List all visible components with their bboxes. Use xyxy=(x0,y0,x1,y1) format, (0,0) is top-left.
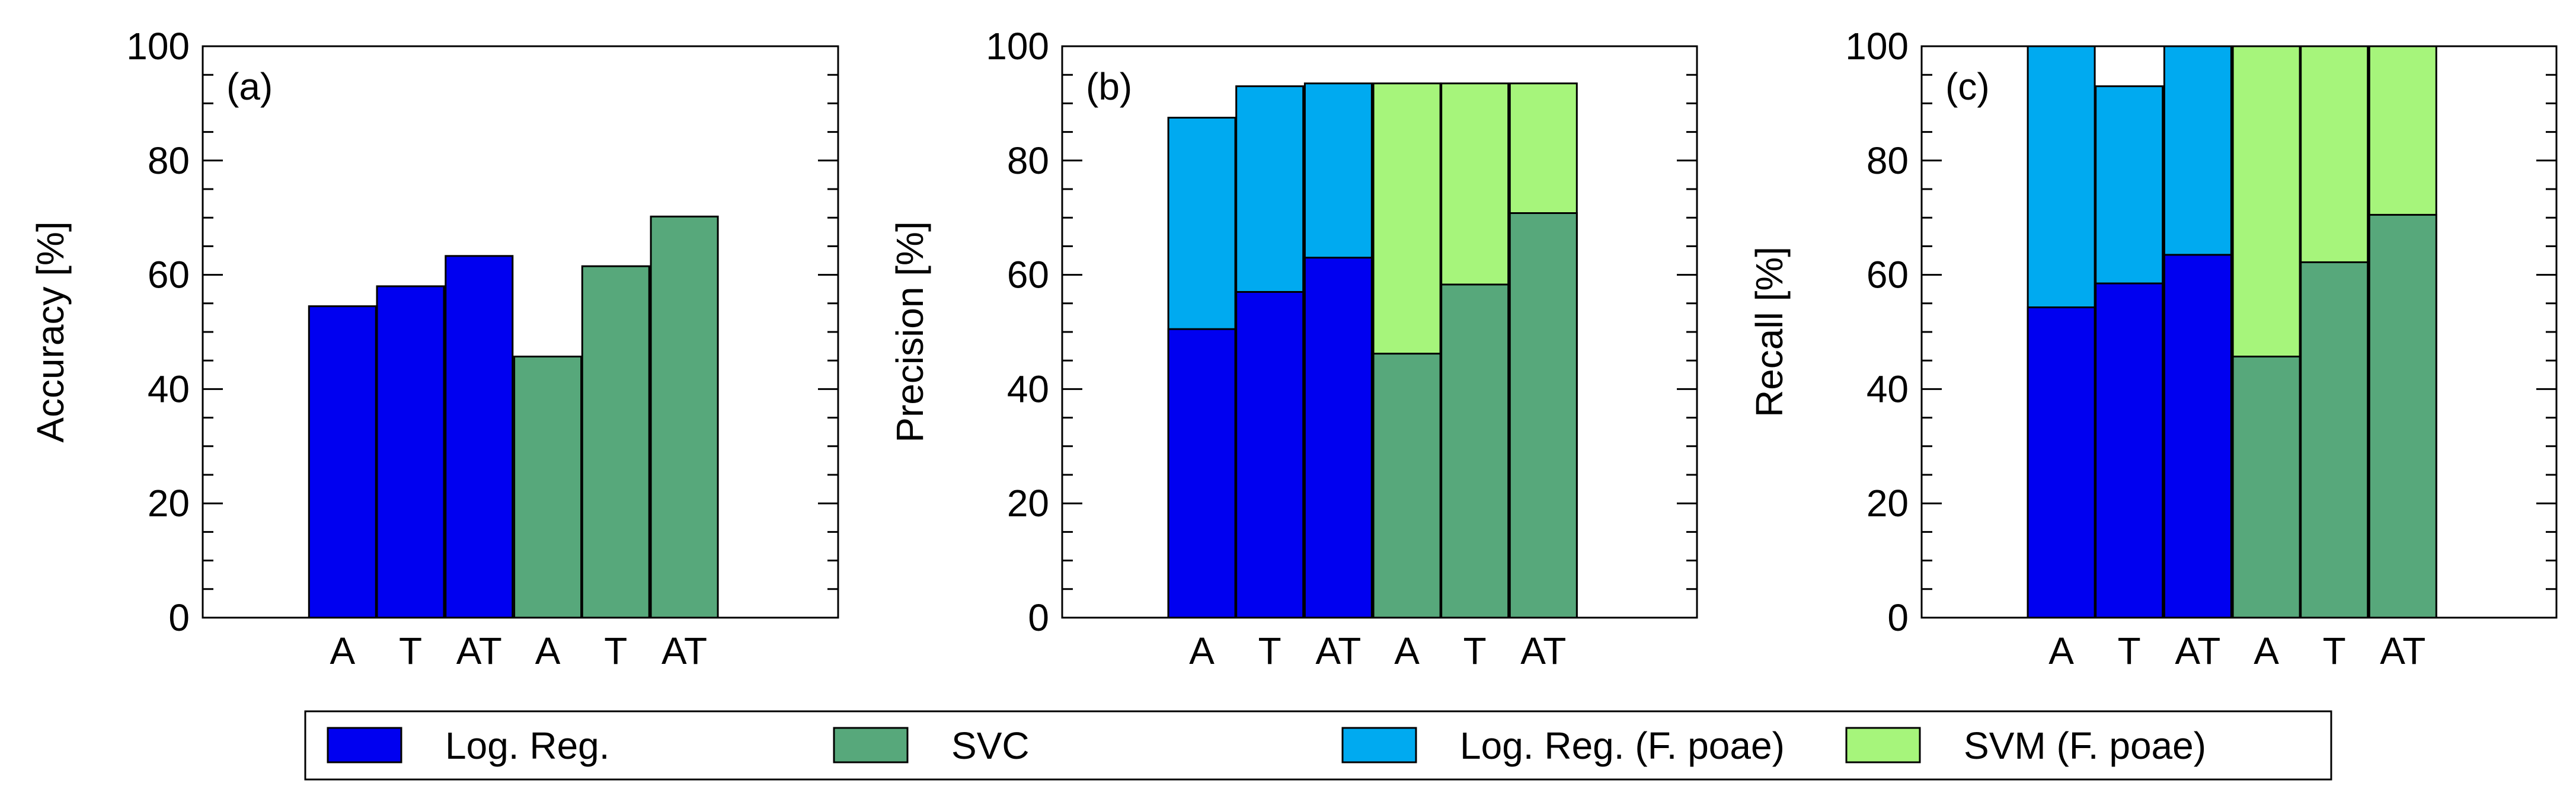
bar-svc-a-4 xyxy=(513,356,583,619)
bar-svc-at-6 xyxy=(1508,212,1578,619)
bar-svc-t-5 xyxy=(581,265,650,619)
y-tick-label: 0 xyxy=(168,596,190,639)
y-tick-label: 60 xyxy=(1007,254,1049,296)
bar-log-reg-a-1 xyxy=(308,305,377,619)
bar-log-reg-at-3 xyxy=(1303,257,1373,619)
x-tick-label: AT xyxy=(1315,630,1361,672)
x-tick-label: AT xyxy=(1520,630,1566,672)
bar-log-reg-t-2 xyxy=(1235,291,1305,619)
y-tick-label: 40 xyxy=(1867,368,1909,410)
x-tick-label: A xyxy=(1189,630,1215,672)
x-tick-label: T xyxy=(604,630,627,672)
x-tick-label: A xyxy=(330,630,355,672)
y-tick-label: 20 xyxy=(148,482,190,525)
y-tick-label: 100 xyxy=(1845,25,1909,68)
x-tick-label: A xyxy=(2254,630,2279,672)
bar-svc-at-6 xyxy=(650,215,719,619)
y-axis-label: Precision [%] xyxy=(889,221,931,442)
bar-svc-t-5 xyxy=(1440,283,1510,619)
x-tick-label: T xyxy=(2118,630,2141,672)
x-tick-label: A xyxy=(1394,630,1420,672)
legend: Log. Reg. SVC Log. Reg. (F. poae) SVM (F. p… xyxy=(304,710,2332,781)
y-tick-label: 20 xyxy=(1007,482,1049,525)
bar-log-reg-a-1 xyxy=(2027,306,2096,619)
bar-log-reg-t-2 xyxy=(2095,282,2164,619)
legend-label: Log. Reg. (F. poae) xyxy=(1460,724,1785,767)
x-tick-label: AT xyxy=(661,630,707,672)
y-tick-label: 100 xyxy=(986,25,1049,68)
x-tick-label: T xyxy=(1463,630,1487,672)
legend-label: SVM (F. poae) xyxy=(1964,724,2206,767)
y-axis-label: Recall [%] xyxy=(1748,247,1791,417)
y-tick-label: 0 xyxy=(1887,596,1909,639)
legend-swatch-svm_fpoae xyxy=(1845,727,1921,763)
panel-label: (c) xyxy=(1945,65,1990,108)
legend-label: SVC xyxy=(951,724,1030,767)
x-tick-label: A xyxy=(2048,630,2074,672)
y-axis-label: Accuracy [%] xyxy=(29,221,72,442)
legend-swatch-log_reg xyxy=(327,727,402,763)
y-tick-label: 0 xyxy=(1028,596,1049,639)
bar-log-reg-at-3 xyxy=(445,255,514,619)
y-tick-label: 20 xyxy=(1867,482,1909,525)
bar-svc-at-6 xyxy=(2368,213,2437,619)
y-tick-label: 60 xyxy=(148,254,190,296)
y-tick-label: 80 xyxy=(1867,139,1909,182)
x-tick-label: T xyxy=(1258,630,1281,672)
legend-swatch-log_reg_fpoae xyxy=(1341,727,1417,763)
x-tick-label: A xyxy=(535,630,561,672)
x-tick-label: T xyxy=(399,630,422,672)
bar-log-reg-t-2 xyxy=(376,285,445,619)
legend-label: Log. Reg. xyxy=(445,724,610,767)
bar-svc-a-4 xyxy=(2232,356,2301,619)
x-tick-label: T xyxy=(2323,630,2346,672)
y-tick-label: 40 xyxy=(148,368,190,410)
x-tick-label: AT xyxy=(2380,630,2425,672)
y-tick-label: 40 xyxy=(1007,368,1049,410)
bar-svc-a-4 xyxy=(1372,353,1442,619)
x-tick-label: AT xyxy=(2175,630,2220,672)
legend-swatch-svc xyxy=(833,727,909,763)
y-tick-label: 80 xyxy=(1007,139,1049,182)
bar-log-reg-at-3 xyxy=(2163,254,2232,619)
y-tick-label: 80 xyxy=(148,139,190,182)
legend-box xyxy=(304,710,2332,781)
y-tick-label: 60 xyxy=(1867,254,1909,296)
bar-svc-t-5 xyxy=(2300,261,2369,619)
panel-label: (a) xyxy=(226,65,273,108)
panel-label: (b) xyxy=(1086,65,1132,108)
bar-log-reg-a-1 xyxy=(1167,328,1236,619)
x-tick-label: AT xyxy=(456,630,502,672)
y-tick-label: 100 xyxy=(126,25,190,68)
